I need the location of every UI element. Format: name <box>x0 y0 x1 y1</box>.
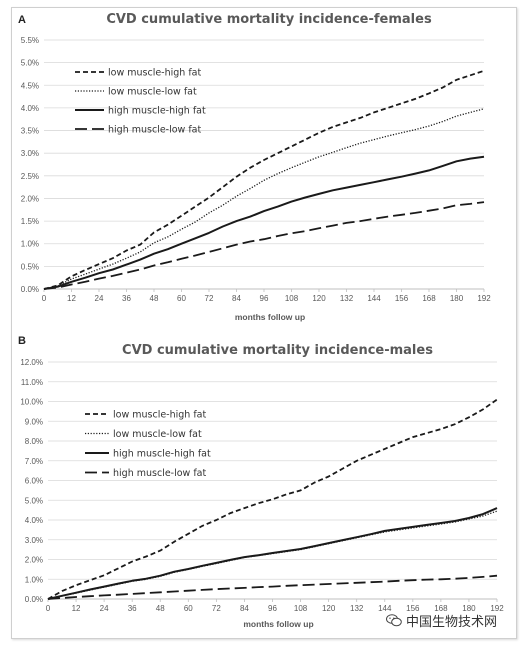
y-tick-label: 1.0% <box>21 240 39 249</box>
y-tick-label: 1.5% <box>21 217 39 226</box>
wechat-icon <box>386 614 402 627</box>
y-tick-label: 0.0% <box>25 595 43 604</box>
y-tick-label: 9.0% <box>25 417 43 426</box>
y-tick-label: 12.0% <box>20 358 43 367</box>
y-tick-label: 5.5% <box>21 36 39 45</box>
x-tick-label: 12 <box>67 294 76 303</box>
y-tick-label: 0.0% <box>21 285 39 294</box>
x-tick-label: 144 <box>378 604 392 613</box>
x-tick-label: 120 <box>312 294 326 303</box>
x-tick-label: 168 <box>422 294 436 303</box>
panel-label: A <box>18 14 26 26</box>
legend-label: high muscle-high fat <box>113 449 211 460</box>
x-tick-label: 0 <box>46 604 51 613</box>
x-tick-label: 156 <box>406 604 420 613</box>
x-tick-label: 108 <box>285 294 299 303</box>
y-tick-label: 3.5% <box>21 127 39 136</box>
chart-title: CVD cumulative mortality incidence-males <box>122 343 433 358</box>
x-tick-label: 12 <box>72 604 81 613</box>
x-tick-label: 48 <box>156 604 165 613</box>
x-tick-label: 36 <box>128 604 137 613</box>
x-tick-label: 0 <box>42 294 47 303</box>
y-tick-label: 3.0% <box>21 149 39 158</box>
x-tick-label: 132 <box>350 604 364 613</box>
x-tick-label: 24 <box>100 604 109 613</box>
x-tick-label: 192 <box>477 294 491 303</box>
x-tick-label: 156 <box>395 294 409 303</box>
x-tick-label: 108 <box>294 604 308 613</box>
y-tick-label: 2.0% <box>25 556 43 565</box>
x-tick-label: 84 <box>240 604 249 613</box>
x-tick-label: 48 <box>150 294 159 303</box>
y-tick-label: 8.0% <box>25 437 43 446</box>
x-tick-label: 72 <box>212 604 221 613</box>
watermark-text: 中国生物技术网 <box>406 615 498 630</box>
x-tick-label: 96 <box>260 294 269 303</box>
y-tick-label: 2.0% <box>21 194 39 203</box>
x-tick-label: 24 <box>95 294 104 303</box>
chart-panel-a: A CVD cumulative mortality incidence-fema… <box>18 12 491 322</box>
y-tick-label: 10.0% <box>20 398 43 407</box>
y-tick-label: 7.0% <box>25 457 43 466</box>
series-line <box>47 398 498 600</box>
figure-frame <box>11 7 517 639</box>
y-tick-label: 1.0% <box>25 575 43 584</box>
series-line <box>47 507 498 600</box>
legend-label: high muscle-low fat <box>108 125 201 136</box>
series-line <box>43 108 485 290</box>
x-tick-label: 96 <box>268 604 277 613</box>
y-tick-label: 4.0% <box>25 516 43 525</box>
legend-label: low muscle-low fat <box>113 429 202 440</box>
legend-label: low muscle-high fat <box>108 68 201 79</box>
legend-label: high muscle-low fat <box>113 468 206 479</box>
x-tick-label: 144 <box>367 294 381 303</box>
x-tick-label: 84 <box>232 294 241 303</box>
x-axis-label: months follow up <box>235 312 305 322</box>
x-tick-label: 168 <box>434 604 448 613</box>
legend-label: low muscle-high fat <box>113 410 206 421</box>
x-tick-label: 120 <box>322 604 336 613</box>
x-tick-label: 60 <box>184 604 193 613</box>
y-tick-label: 6.0% <box>25 477 43 486</box>
y-tick-label: 2.5% <box>21 172 39 181</box>
series-line <box>43 155 485 290</box>
x-tick-label: 132 <box>340 294 354 303</box>
legend-label: high muscle-high fat <box>108 106 206 117</box>
series-line <box>43 201 485 290</box>
series-line <box>47 574 498 600</box>
x-axis-label: months follow up <box>243 619 313 629</box>
x-tick-label: 36 <box>122 294 131 303</box>
y-tick-label: 0.5% <box>21 262 39 271</box>
x-tick-label: 180 <box>450 294 464 303</box>
x-tick-label: 60 <box>177 294 186 303</box>
chart-title: CVD cumulative mortality incidence-femal… <box>106 12 432 27</box>
x-tick-label: 192 <box>490 604 504 613</box>
x-tick-label: 180 <box>462 604 476 613</box>
y-tick-label: 4.5% <box>21 81 39 90</box>
x-tick-label: 72 <box>205 294 214 303</box>
y-tick-label: 5.0% <box>25 496 43 505</box>
series-line <box>43 69 485 290</box>
y-tick-label: 11.0% <box>21 378 43 387</box>
panel-label: B <box>18 335 26 347</box>
y-tick-label: 3.0% <box>25 536 43 545</box>
legend-label: low muscle-low fat <box>108 87 197 98</box>
y-tick-label: 4.0% <box>21 104 39 113</box>
y-tick-label: 5.0% <box>21 59 39 68</box>
chart-panel-b: B CVD cumulative mortality incidence-male… <box>18 335 504 629</box>
watermark: 中国生物技术网 <box>386 611 497 630</box>
